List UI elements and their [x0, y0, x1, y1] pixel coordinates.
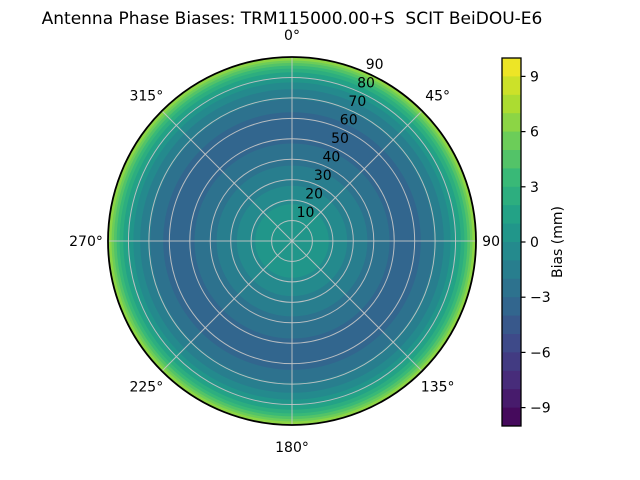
radial-tick-label: 40: [323, 149, 341, 165]
colorbar-segment: [502, 113, 521, 133]
angular-grid-spoke: [161, 110, 423, 372]
colorbar-tick-label: −9: [530, 401, 551, 417]
radial-tick-label: 90: [366, 57, 384, 73]
radial-tick-label: 80: [357, 75, 375, 91]
colorbar-segment: [502, 242, 521, 261]
colorbar-segment: [502, 297, 521, 317]
chart-title: Antenna Phase Biases: TRM115000.00+S SCI…: [41, 9, 543, 29]
colorbar-segment: [502, 315, 521, 335]
colorbar-segment: [502, 352, 521, 372]
angular-tick-label: 135°: [421, 380, 455, 396]
colorbar-segment: [502, 58, 521, 77]
colorbar-segment: [502, 223, 521, 243]
angular-tick-label: 45°: [425, 88, 450, 104]
colorbar-tick-label: 0: [530, 235, 539, 251]
colorbar-segment: [502, 389, 521, 409]
polar-outline: [107, 56, 477, 426]
radial-tick-label: 70: [348, 94, 366, 110]
colorbar-segment: [502, 150, 521, 169]
angular-tick-label: 225°: [129, 380, 163, 396]
colorbar-segment: [502, 407, 521, 427]
colorbar-segment: [502, 76, 521, 96]
angular-tick-label: 90: [482, 234, 500, 250]
colorbar-segment: [502, 94, 521, 114]
colorbar-tick-label: −3: [530, 290, 551, 306]
colorbar-segment: [502, 205, 521, 225]
radial-tick-label: 60: [340, 112, 358, 128]
colorbar-segment: [502, 334, 521, 353]
colorbar-segment: [502, 370, 521, 390]
radial-tick-label: 50: [331, 131, 349, 147]
colorbar-segment: [502, 131, 521, 151]
radial-tick-label: 10: [297, 205, 315, 221]
colorbar-segment: [502, 260, 521, 280]
colorbar-axis-label: Bias (mm): [550, 206, 566, 278]
angular-tick-label: 180°: [275, 440, 309, 456]
colorbar-tick-label: 9: [530, 69, 539, 85]
radial-tick-label: 20: [305, 187, 323, 203]
colorbar-tick-label: 6: [530, 125, 539, 141]
colorbar-segment: [502, 186, 521, 206]
colorbar-segment: [502, 168, 521, 188]
radial-tick-label: 30: [314, 168, 332, 184]
angular-tick-label: 270°: [69, 234, 103, 250]
colorbar-tick-label: −6: [530, 345, 551, 361]
angular-tick-label: 315°: [129, 88, 163, 104]
colorbar-tick-label: 3: [530, 180, 539, 196]
colorbar-segment: [502, 278, 521, 298]
angular-tick-label: 0°: [284, 28, 300, 44]
